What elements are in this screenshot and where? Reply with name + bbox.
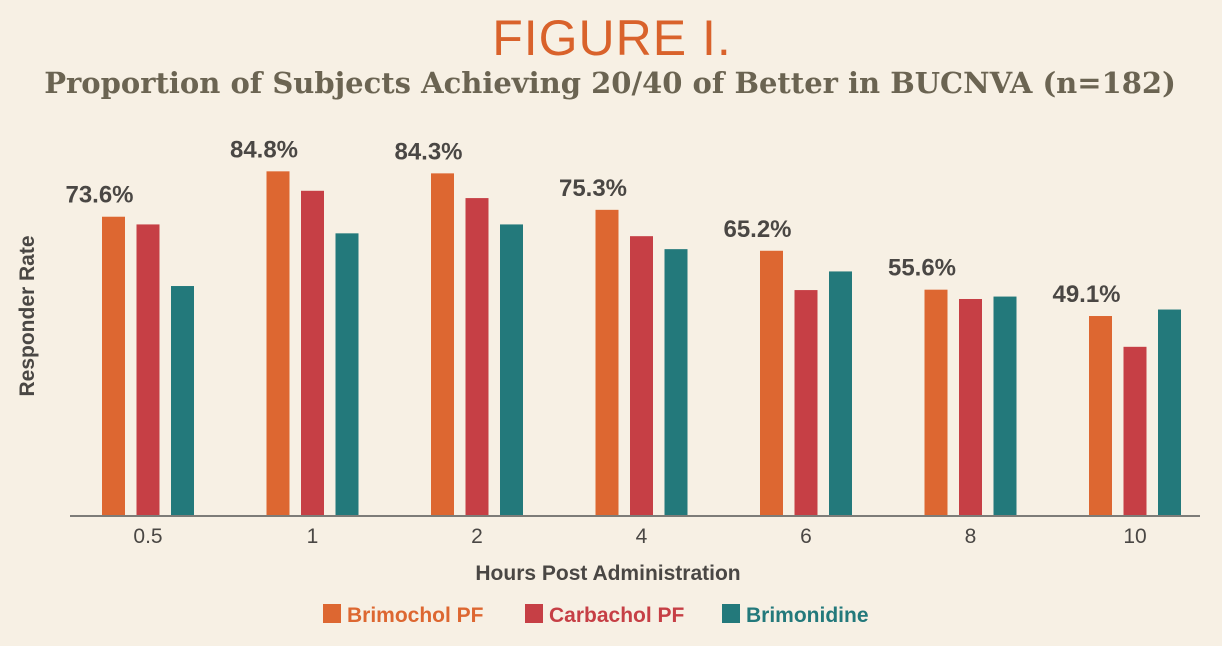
data-label-4: 75.3% [559,175,627,202]
bar-carbachol-pf-4 [630,236,653,515]
bar-brimonidine-6 [829,271,852,515]
legend-item-brimochol-pf: Brimochol PF [323,604,484,627]
bar-brimonidine-1 [335,233,359,515]
bar-brimonidine-10 [1158,309,1181,515]
bar-carbachol-pf-6 [794,290,818,515]
legend-label: Carbachol PF [549,604,685,627]
legend-label: Brimochol PF [347,604,484,627]
legend-swatch [323,604,341,623]
chart-title: Proportion of Subjects Achieving 20/40 o… [44,66,1176,100]
legend-swatch [722,604,740,623]
bar-carbachol-pf-0.5 [136,224,160,515]
bar-brimonidine-8 [993,296,1017,515]
x-tick-label-8: 8 [965,525,977,548]
data-label-0.5: 73.6% [65,182,133,209]
data-label-6: 65.2% [723,216,791,243]
data-label-8: 55.6% [888,255,956,282]
figure-label: FIGURE I. [492,10,732,66]
x-axis-label: Hours Post Administration [475,562,740,585]
bar-brimochol-pf-4 [595,209,619,515]
legend-item-carbachol-pf: Carbachol PF [525,604,685,627]
bar-brimonidine-4 [664,249,688,515]
bar-brimochol-pf-0.5 [102,216,125,515]
bar-carbachol-pf-8 [959,298,982,515]
y-axis-label: Responder Rate [16,235,39,396]
data-label-1: 84.8% [230,136,298,163]
data-label-10: 49.1% [1052,281,1120,308]
bar-brimochol-pf-8 [924,289,948,515]
bar-brimonidine-2 [500,224,523,515]
legend-item-brimonidine: Brimonidine [722,604,869,627]
bar-carbachol-pf-10 [1123,346,1147,515]
legend-swatch [525,604,543,623]
bar-brimonidine-0.5 [171,286,194,515]
bar-carbachol-pf-1 [301,190,324,515]
bar-brimochol-pf-10 [1089,316,1112,515]
bars-group [102,171,1181,515]
x-tick-label-10: 10 [1123,525,1146,548]
x-tick-label-2: 2 [471,525,483,548]
bar-brimochol-pf-2 [431,173,454,515]
legend-label: Brimonidine [746,604,869,627]
legend: Brimochol PF Carbachol PF Brimonidine [323,604,869,627]
x-tick-label-0.5: 0.5 [133,525,162,548]
x-tick-label-6: 6 [800,525,812,548]
bar-brimochol-pf-6 [760,250,783,515]
x-tick-labels: 0.5 1 2 4 6 8 10 [133,525,1146,548]
data-label-2: 84.3% [394,138,462,165]
x-tick-label-4: 4 [636,525,648,548]
bar-brimochol-pf-1 [266,171,290,515]
x-tick-label-1: 1 [307,525,319,548]
data-labels: 73.6% 84.8% 84.3% 75.3% 65.2% 55.6% 49.1% [65,136,1120,308]
bar-carbachol-pf-2 [465,198,489,515]
